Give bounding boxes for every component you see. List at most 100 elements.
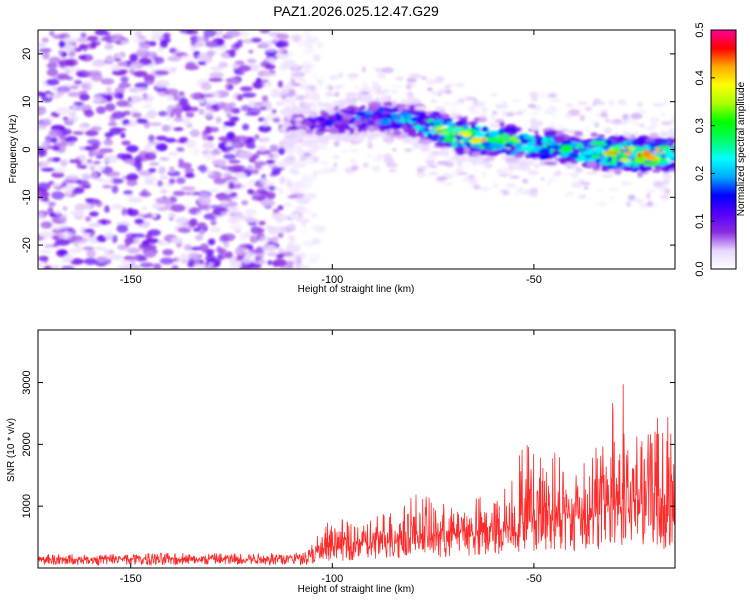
- heatmap-cell: [662, 173, 672, 177]
- heatmap-cell: [221, 200, 230, 205]
- heatmap-cell: [80, 32, 87, 39]
- heatmap-cell: [609, 196, 616, 201]
- heatmap-cell: [172, 117, 185, 122]
- heatmap-cell: [40, 167, 55, 172]
- heatmap-y-tick-label: 10: [21, 96, 33, 108]
- heatmap-cell: [87, 159, 93, 164]
- heatmap-cell: [68, 235, 84, 242]
- heatmap-cell: [452, 171, 461, 177]
- heatmap-cell: [289, 71, 297, 78]
- heatmap-cell: [349, 149, 360, 153]
- heatmap-cell: [608, 187, 620, 193]
- heatmap-cell: [178, 158, 184, 164]
- heatmap-cell: [539, 91, 548, 99]
- heatmap-cell: [105, 39, 114, 44]
- heatmap-cell: [180, 53, 195, 60]
- heatmap-cell: [328, 127, 339, 135]
- heatmap-cell: [259, 41, 268, 48]
- heatmap-cell: [419, 113, 425, 119]
- heatmap-cell: [276, 33, 290, 40]
- heatmap-cell: [272, 117, 281, 123]
- heatmap-cell: [260, 136, 271, 143]
- heatmap-cell: [199, 164, 208, 173]
- heatmap-cell: [304, 119, 311, 126]
- heatmap-cell: [61, 265, 75, 269]
- heatmap-cell: [626, 141, 633, 144]
- heatmap-cell: [119, 220, 129, 226]
- heatmap-cell: [561, 144, 573, 151]
- colorbar-tick-label: 0.5: [694, 22, 706, 37]
- heatmap-cell: [143, 175, 158, 183]
- heatmap-cell: [288, 213, 301, 220]
- heatmap-cell: [106, 87, 112, 92]
- heatmap-y-tick-label: -20: [21, 237, 33, 253]
- heatmap-cell: [466, 158, 477, 163]
- heatmap-cell: [661, 198, 669, 202]
- heatmap-cell: [228, 159, 241, 164]
- heatmap-cell: [381, 67, 394, 74]
- heatmap-cell: [57, 91, 65, 97]
- heatmap-cell: [158, 166, 166, 175]
- heatmap-cell: [505, 131, 515, 135]
- snr-x-axis-title: Height of straight line (km): [298, 584, 415, 595]
- heatmap-cell: [416, 165, 428, 171]
- heatmap-cell: [546, 180, 552, 187]
- heatmap-cell: [593, 98, 601, 104]
- heatmap-cell: [499, 122, 505, 127]
- heatmap-cell: [287, 155, 297, 161]
- heatmap-cell: [223, 121, 236, 127]
- heatmap-cell: [259, 30, 271, 34]
- heatmap-cell: [623, 132, 632, 138]
- heatmap-cell: [311, 106, 323, 112]
- heatmap-cell: [48, 115, 55, 122]
- heatmap-cell: [182, 117, 192, 126]
- heatmap-cell: [586, 161, 598, 168]
- heatmap-cell: [303, 152, 312, 157]
- heatmap-cell: [611, 121, 622, 126]
- heatmap-cell: [133, 38, 146, 44]
- heatmap-cell: [61, 231, 73, 240]
- heatmap-cell: [237, 39, 244, 45]
- heatmap-cell: [154, 70, 170, 76]
- heatmap-cell: [331, 154, 341, 159]
- heatmap-cell: [283, 84, 296, 90]
- heatmap-cell: [143, 74, 155, 81]
- heatmap-cell: [250, 37, 262, 43]
- heatmap-cell: [210, 149, 222, 156]
- heatmap-cell: [249, 235, 258, 244]
- heatmap-cell: [189, 246, 203, 251]
- heatmap-cell: [614, 168, 622, 175]
- heatmap-cell: [246, 138, 254, 143]
- heatmap-cell: [653, 165, 661, 169]
- heatmap-cell: [599, 109, 609, 112]
- heatmap-cell: [57, 73, 69, 80]
- heatmap-cell: [248, 100, 256, 107]
- heatmap-cell: [239, 265, 252, 269]
- heatmap-cell: [68, 85, 80, 90]
- heatmap-cell: [337, 72, 344, 79]
- heatmap-cell: [86, 249, 96, 258]
- heatmap-cell: [642, 150, 652, 157]
- heatmap-cell: [412, 142, 422, 148]
- heatmap-cell: [390, 84, 403, 89]
- heatmap-y-tick-label: 20: [21, 48, 33, 60]
- heatmap-cell: [275, 226, 287, 234]
- heatmap-cell: [452, 143, 458, 147]
- heatmap-cell: [172, 190, 186, 196]
- heatmap-cell: [244, 231, 252, 238]
- heatmap-cell: [376, 88, 382, 92]
- heatmap-cell: [668, 132, 675, 139]
- heatmap-cell: [286, 116, 292, 120]
- heatmap-cell: [86, 35, 99, 42]
- heatmap-cell: [291, 181, 304, 189]
- heatmap-cell: [47, 207, 54, 215]
- heatmap-cell: [485, 150, 491, 156]
- heatmap-cell: [636, 108, 647, 114]
- heatmap-cell: [133, 254, 146, 262]
- heatmap-cell: [73, 80, 83, 85]
- heatmap-cell: [91, 143, 100, 151]
- heatmap-cell: [257, 227, 265, 234]
- heatmap-cell: [93, 246, 107, 251]
- heatmap-cell: [55, 239, 70, 246]
- heatmap-cell: [345, 92, 358, 98]
